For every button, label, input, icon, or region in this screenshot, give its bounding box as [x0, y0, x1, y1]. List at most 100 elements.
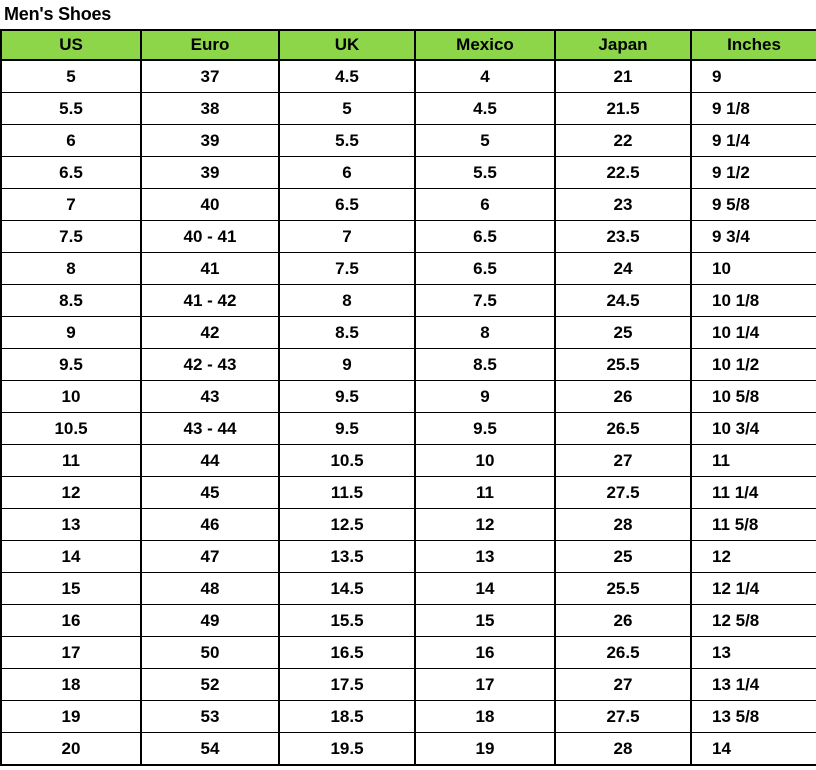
cell-euro: 46 — [140, 508, 280, 541]
cell-uk: 15.5 — [278, 604, 416, 637]
cell-japan: 26 — [554, 380, 692, 413]
cell-euro: 44 — [140, 444, 280, 477]
cell-japan: 27.5 — [554, 476, 692, 509]
cell-mexico: 6 — [414, 188, 556, 221]
cell-mexico: 9.5 — [414, 412, 556, 445]
cell-japan: 25 — [554, 540, 692, 573]
table-row: 7.5 40 - 41 7 6.5 23.5 9 3/4 — [0, 220, 816, 253]
cell-euro: 40 — [140, 188, 280, 221]
cell-mexico: 12 — [414, 508, 556, 541]
cell-uk: 17.5 — [278, 668, 416, 701]
cell-mexico: 8 — [414, 316, 556, 349]
cell-japan: 25.5 — [554, 348, 692, 381]
table-row: 6 39 5.5 5 22 9 1/4 — [0, 124, 816, 157]
cell-inches: 12 5/8 — [690, 604, 816, 637]
cell-inches: 11 1/4 — [690, 476, 816, 509]
cell-japan: 27.5 — [554, 700, 692, 733]
cell-mexico: 11 — [414, 476, 556, 509]
cell-uk: 16.5 — [278, 636, 416, 669]
table-body: 5 37 4.5 4 21 9 5.5 38 5 4.5 21.5 9 1/8 6 39 5.5 5 22 9 1… — [0, 59, 816, 766]
cell-mexico: 7.5 — [414, 284, 556, 317]
cell-euro: 39 — [140, 156, 280, 189]
cell-uk: 5 — [278, 92, 416, 125]
column-header-inches: Inches — [690, 29, 816, 61]
cell-japan: 26.5 — [554, 412, 692, 445]
cell-mexico: 15 — [414, 604, 556, 637]
cell-japan: 28 — [554, 508, 692, 541]
cell-uk: 19.5 — [278, 732, 416, 766]
cell-us: 8.5 — [0, 284, 142, 317]
cell-japan: 22.5 — [554, 156, 692, 189]
table-row: 9 42 8.5 8 25 10 1/4 — [0, 316, 816, 349]
cell-uk: 6 — [278, 156, 416, 189]
cell-euro: 38 — [140, 92, 280, 125]
cell-mexico: 6.5 — [414, 252, 556, 285]
cell-uk: 8.5 — [278, 316, 416, 349]
cell-japan: 24.5 — [554, 284, 692, 317]
cell-uk: 9.5 — [278, 380, 416, 413]
cell-inches: 10 5/8 — [690, 380, 816, 413]
cell-uk: 11.5 — [278, 476, 416, 509]
cell-japan: 27 — [554, 444, 692, 477]
cell-us: 6 — [0, 124, 142, 157]
cell-euro: 47 — [140, 540, 280, 573]
cell-mexico: 9 — [414, 380, 556, 413]
cell-us: 7.5 — [0, 220, 142, 253]
cell-euro: 42 — [140, 316, 280, 349]
cell-euro: 37 — [140, 59, 280, 93]
cell-mexico: 10 — [414, 444, 556, 477]
cell-japan: 26 — [554, 604, 692, 637]
table-row: 17 50 16.5 16 26.5 13 — [0, 636, 816, 669]
cell-us: 8 — [0, 252, 142, 285]
cell-inches: 10 — [690, 252, 816, 285]
table-row: 5 37 4.5 4 21 9 — [0, 59, 816, 93]
cell-us: 7 — [0, 188, 142, 221]
cell-us: 5.5 — [0, 92, 142, 125]
table-row: 8.5 41 - 42 8 7.5 24.5 10 1/8 — [0, 284, 816, 317]
table-row: 10 43 9.5 9 26 10 5/8 — [0, 380, 816, 413]
cell-inches: 12 1/4 — [690, 572, 816, 605]
cell-mexico: 5 — [414, 124, 556, 157]
cell-uk: 9 — [278, 348, 416, 381]
cell-us: 14 — [0, 540, 142, 573]
cell-inches: 9 1/4 — [690, 124, 816, 157]
cell-us: 18 — [0, 668, 142, 701]
cell-japan: 25 — [554, 316, 692, 349]
cell-inches: 14 — [690, 732, 816, 766]
cell-us: 12 — [0, 476, 142, 509]
table-row: 8 41 7.5 6.5 24 10 — [0, 252, 816, 285]
cell-japan: 28 — [554, 732, 692, 766]
table-row: 18 52 17.5 17 27 13 1/4 — [0, 668, 816, 701]
cell-japan: 25.5 — [554, 572, 692, 605]
cell-uk: 7 — [278, 220, 416, 253]
table-row: 9.5 42 - 43 9 8.5 25.5 10 1/2 — [0, 348, 816, 381]
cell-mexico: 4 — [414, 59, 556, 93]
cell-inches: 9 — [690, 59, 816, 93]
cell-japan: 26.5 — [554, 636, 692, 669]
table-header: US Euro UK Mexico Japan Inches — [0, 29, 816, 61]
cell-uk: 8 — [278, 284, 416, 317]
cell-mexico: 18 — [414, 700, 556, 733]
table-row: 19 53 18.5 18 27.5 13 5/8 — [0, 700, 816, 733]
cell-uk: 4.5 — [278, 59, 416, 93]
cell-uk: 9.5 — [278, 412, 416, 445]
cell-inches: 13 5/8 — [690, 700, 816, 733]
table-row: 6.5 39 6 5.5 22.5 9 1/2 — [0, 156, 816, 189]
cell-inches: 10 1/8 — [690, 284, 816, 317]
table-row: 5.5 38 5 4.5 21.5 9 1/8 — [0, 92, 816, 125]
cell-inches: 10 1/4 — [690, 316, 816, 349]
page-title: Men's Shoes — [4, 4, 112, 24]
cell-inches: 11 5/8 — [690, 508, 816, 541]
cell-euro: 49 — [140, 604, 280, 637]
cell-mexico: 5.5 — [414, 156, 556, 189]
column-header-uk: UK — [278, 29, 416, 61]
cell-mexico: 16 — [414, 636, 556, 669]
cell-uk: 5.5 — [278, 124, 416, 157]
table-row: 11 44 10.5 10 27 11 — [0, 444, 816, 477]
cell-us: 16 — [0, 604, 142, 637]
cell-uk: 6.5 — [278, 188, 416, 221]
cell-us: 9 — [0, 316, 142, 349]
cell-euro: 41 - 42 — [140, 284, 280, 317]
table-row: 13 46 12.5 12 28 11 5/8 — [0, 508, 816, 541]
